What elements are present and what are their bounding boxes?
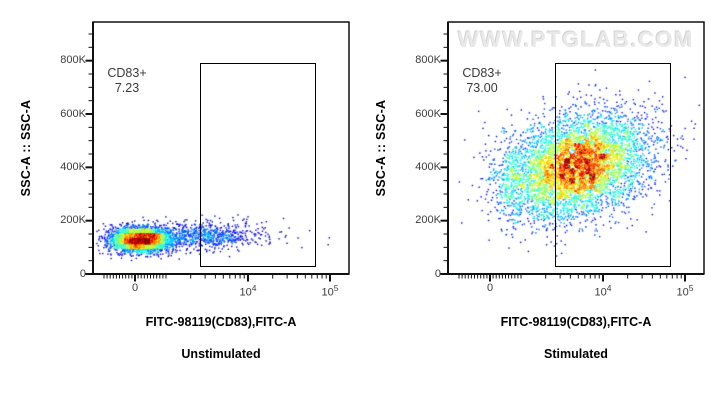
gate-percentage: 7.23 (114, 81, 140, 95)
x-axis-label: FITC-98119(CD83),FITC-A (145, 315, 297, 329)
gate-rectangle (555, 63, 671, 268)
x-tick-label: 104 (239, 283, 257, 299)
y-tick-label: 600K (415, 107, 441, 120)
y-axis-label: SSC-A :: SSC-A (374, 99, 388, 197)
y-tick-label: 800K (60, 54, 86, 67)
gate-name: CD83+ (462, 66, 502, 80)
x-axis-label: FITC-98119(CD83),FITC-A (500, 315, 652, 329)
x-tick-label: 105 (321, 283, 339, 299)
y-tick-label: 400K (60, 160, 86, 173)
x-tick-label: 105 (676, 283, 694, 299)
y-axis-label: SSC-A :: SSC-A (19, 99, 33, 197)
watermark: WWW.PTGLAB.COM (457, 27, 695, 52)
y-tick-label: 0 (434, 267, 441, 280)
x-tick-label: 0 (486, 282, 494, 294)
x-tick-label: 104 (594, 283, 612, 299)
gate-rectangle (200, 63, 316, 268)
plot-title: Stimulated (544, 347, 608, 361)
gate-name: CD83+ (107, 66, 147, 80)
plot-title: Unstimulated (181, 347, 261, 361)
gate-percentage: 73.00 (466, 81, 498, 95)
y-tick-label: 200K (60, 214, 86, 227)
gate-label: CD83+ 73.00 (452, 66, 512, 96)
gate-label: CD83+ 7.23 (97, 66, 157, 96)
y-tick-label: 0 (79, 267, 86, 280)
plot-unstimulated: CD83+ 7.23 SSC-A :: SSC-A FITC-98119(CD8… (19, 21, 350, 361)
plot-stimulated: WWW.PTGLAB.COM CD83+ 73.00 SSC-A :: SSC-… (355, 0, 722, 404)
y-tick-label: 800K (415, 54, 441, 67)
y-tick-label: 200K (415, 214, 441, 227)
y-tick-label: 400K (415, 160, 441, 173)
x-tick-label: 0 (131, 282, 139, 294)
y-tick-label: 600K (60, 107, 86, 120)
